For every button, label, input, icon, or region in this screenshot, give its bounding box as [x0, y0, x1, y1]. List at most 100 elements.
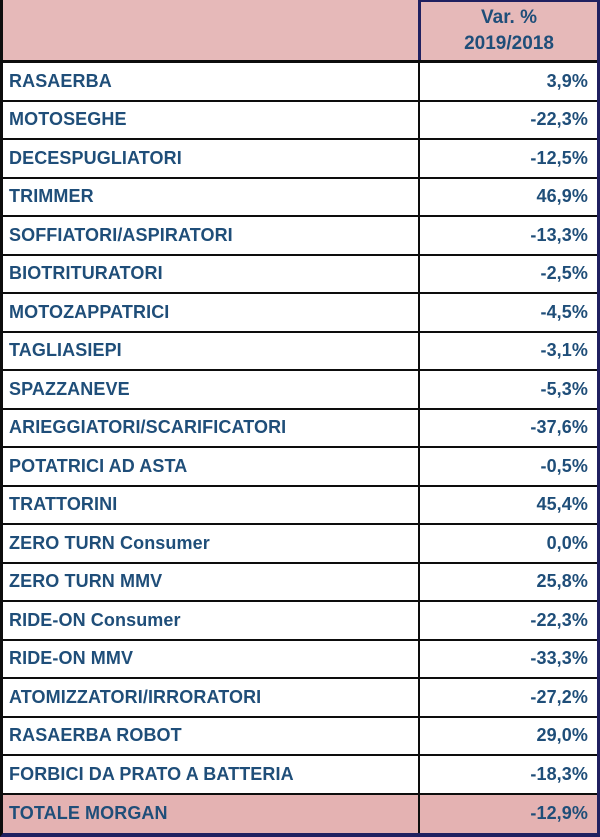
category-label: TRATTORINI [9, 494, 118, 515]
category-cell: SOFFIATORI/ASPIRATORI [3, 217, 418, 254]
category-label: FORBICI DA PRATO A BATTERIA [9, 763, 294, 784]
table-row: POTATRICI AD ASTA -0,5% [3, 448, 597, 487]
variation-value: -2,5% [540, 263, 588, 284]
table-row: DECESPUGLIATORI -12,5% [3, 140, 597, 179]
category-cell: MOTOSEGHE [3, 102, 418, 139]
variation-cell: -22,3% [418, 602, 597, 639]
variation-value: -12,5% [530, 147, 588, 168]
variation-value: -5,3% [540, 378, 588, 399]
variation-cell: -4,5% [418, 294, 597, 331]
table-row: RIDE-ON Consumer -22,3% [3, 602, 597, 641]
category-label: ATOMIZZATORI/IRRORATORI [9, 686, 262, 707]
category-label: POTATRICI AD ASTA [9, 455, 188, 476]
variation-cell: -12,5% [418, 140, 597, 177]
table-row: ZERO TURN Consumer 0,0% [3, 525, 597, 564]
variation-value: -22,3% [530, 109, 588, 130]
variation-value: 46,9% [536, 186, 588, 207]
category-label: TRIMMER [9, 186, 94, 207]
category-cell: RASAERBA ROBOT [3, 718, 418, 755]
variation-cell: -22,3% [418, 101, 597, 138]
variation-cell: -18,3% [418, 756, 597, 793]
category-label: SOFFIATORI/ASPIRATORI [9, 224, 233, 245]
variation-cell: -5,3% [418, 371, 597, 408]
category-label: RIDE-ON Consumer [9, 609, 181, 630]
table-row: TRATTORINI 45,4% [3, 486, 597, 525]
variation-cell: 45,4% [418, 486, 597, 523]
variation-value: -3,1% [540, 340, 588, 361]
table-row: BIOTRITURATORI -2,5% [3, 255, 597, 294]
category-cell: ARIEGGIATORI/SCARIFICATORI [3, 410, 418, 447]
table-body: RASAERBA 3,9% MOTOSEGHE -22,3% DECESPUGL… [3, 63, 597, 833]
category-label: RIDE-ON MMV [9, 648, 134, 669]
variation-cell: -12,9% [418, 794, 597, 833]
variation-value: -22,3% [530, 609, 588, 630]
table-row: ATOMIZZATORI/IRRORATORI -27,2% [3, 679, 597, 718]
variation-cell: 3,9% [418, 63, 597, 100]
table-row: SPAZZANEVE -5,3% [3, 371, 597, 410]
variation-cell: 25,8% [418, 563, 597, 600]
category-label: RASAERBA [9, 70, 112, 91]
table-row: MOTOZAPPATRICI -4,5% [3, 294, 597, 333]
category-label: SPAZZANEVE [9, 378, 130, 399]
category-label: ARIEGGIATORI/SCARIFICATORI [9, 417, 287, 438]
header-empty-cell [3, 0, 418, 60]
category-cell: FORBICI DA PRATO A BATTERIA [3, 756, 418, 793]
table-row: RIDE-ON MMV -33,3% [3, 640, 597, 679]
variation-value: -13,3% [530, 224, 588, 245]
header-var-percent-cell: Var. % 2019/2018 [418, 0, 597, 60]
category-cell: BIOTRITURATORI [3, 256, 418, 293]
variation-value: 3,9% [546, 70, 588, 91]
category-label: RASAERBA ROBOT [9, 725, 182, 746]
category-cell: POTATRICI AD ASTA [3, 448, 418, 485]
variation-value: -0,5% [540, 455, 588, 476]
variation-value: -4,5% [540, 301, 588, 322]
header-title-line1: Var. % [481, 7, 537, 28]
category-cell: TOTALE MORGAN [3, 795, 418, 834]
category-label: ZERO TURN MMV [9, 571, 163, 592]
category-label: TAGLIASIEPI [9, 340, 122, 361]
variation-value: -18,3% [530, 763, 588, 784]
variation-cell: -33,3% [418, 640, 597, 677]
variation-cell: -3,1% [418, 332, 597, 369]
table-row: FORBICI DA PRATO A BATTERIA -18,3% [3, 756, 597, 795]
variation-cell: -27,2% [418, 679, 597, 716]
variation-value: 0,0% [546, 532, 588, 553]
variation-value: -12,9% [530, 803, 588, 824]
category-label: TOTALE MORGAN [9, 803, 168, 824]
category-cell: MOTOZAPPATRICI [3, 294, 418, 331]
category-cell: TRATTORINI [3, 487, 418, 524]
category-cell: RIDE-ON Consumer [3, 602, 418, 639]
category-label: BIOTRITURATORI [9, 263, 163, 284]
table-row: RASAERBA ROBOT 29,0% [3, 717, 597, 756]
variation-cell: -37,6% [418, 409, 597, 446]
variation-cell: 46,9% [418, 178, 597, 215]
variation-value: -27,2% [530, 686, 588, 707]
table-row: RASAERBA 3,9% [3, 63, 597, 102]
variation-value: -37,6% [530, 417, 588, 438]
category-cell: DECESPUGLIATORI [3, 140, 418, 177]
header-title-line2: 2019/2018 [464, 33, 554, 54]
variation-cell: -13,3% [418, 217, 597, 254]
table-row: ZERO TURN MMV 25,8% [3, 563, 597, 602]
category-cell: TRIMMER [3, 179, 418, 216]
variation-cell: 0,0% [418, 525, 597, 562]
variation-value: 29,0% [536, 725, 588, 746]
category-cell: SPAZZANEVE [3, 371, 418, 408]
table-header-row: Var. % 2019/2018 [3, 0, 597, 63]
category-label: ZERO TURN Consumer [9, 532, 210, 553]
category-cell: RASAERBA [3, 63, 418, 100]
variation-cell: -2,5% [418, 255, 597, 292]
category-cell: ZERO TURN MMV [3, 564, 418, 601]
table-row: ARIEGGIATORI/SCARIFICATORI -37,6% [3, 409, 597, 448]
category-label: MOTOSEGHE [9, 109, 127, 130]
table-row: TRIMMER 46,9% [3, 178, 597, 217]
variation-value: 25,8% [536, 571, 588, 592]
variation-cell: 29,0% [418, 717, 597, 754]
category-cell: ATOMIZZATORI/IRRORATORI [3, 679, 418, 716]
category-cell: RIDE-ON MMV [3, 641, 418, 678]
category-cell: ZERO TURN Consumer [3, 525, 418, 562]
table-row: TAGLIASIEPI -3,1% [3, 332, 597, 371]
category-label: DECESPUGLIATORI [9, 147, 182, 168]
variation-cell: -0,5% [418, 448, 597, 485]
category-label: MOTOZAPPATRICI [9, 301, 170, 322]
